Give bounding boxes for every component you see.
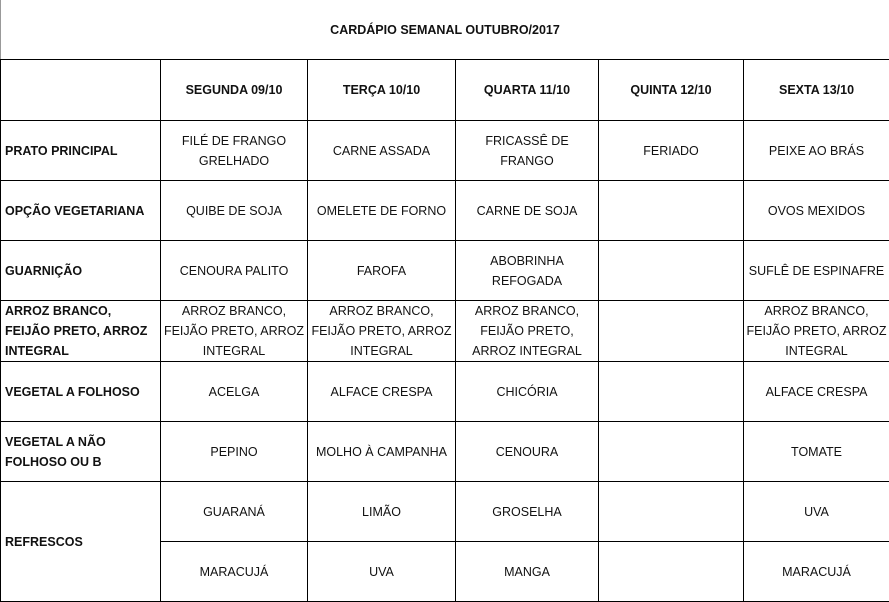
- refresco-row: REFRESCOS GUARANÁ LIMÃO GROSELHA UVA: [0, 481, 889, 602]
- menu-cell: CHICÓRIA: [455, 361, 599, 422]
- menu-cell: ARROZ BRANCO, FEIJÃO PRETO, ARROZ INTEGR…: [742, 300, 889, 362]
- menu-cell: QUIBE DE SOJA: [160, 180, 308, 241]
- day-header: TERÇA 10/10: [307, 59, 456, 121]
- menu-cell: ALFACE CRESPA: [307, 361, 456, 422]
- menu-cell: FILÉ DE FRANGO GRELHADO: [160, 120, 308, 181]
- title-row: CARDÁPIO SEMANAL OUTUBRO/2017: [0, 0, 889, 60]
- menu-cell: MARACUJÁ: [160, 541, 308, 602]
- menu-cell: FRICASSÊ DE FRANGO: [455, 120, 599, 181]
- menu-cell: ARROZ BRANCO, FEIJÃO PRETO, ARROZ INTEGR…: [160, 300, 308, 362]
- menu-cell: [598, 240, 744, 301]
- menu-cell: ACELGA: [160, 361, 308, 422]
- menu-cell: [598, 180, 744, 241]
- day-header: SEGUNDA 09/10: [160, 59, 308, 121]
- menu-cell: PEIXE AO BRÁS: [742, 120, 889, 181]
- header-row: SEGUNDA 09/10 TERÇA 10/10 QUARTA 11/10 Q…: [0, 59, 889, 121]
- menu-cell: LIMÃO: [307, 481, 456, 542]
- menu-cell: GUARANÁ: [160, 481, 308, 542]
- menu-cell: MOLHO À CAMPANHA: [307, 421, 456, 482]
- menu-row: VEGETAL A FOLHOSO ACELGA ALFACE CRESPA CHIC…: [0, 361, 889, 422]
- row-label: ARROZ BRANCO, FEIJÃO PRETO, ARROZ INTEGR…: [0, 300, 161, 362]
- menu-cell: PEPINO: [160, 421, 308, 482]
- menu-cell: CARNE ASSADA: [307, 120, 456, 181]
- row-label: OPÇÃO VEGETARIANA: [0, 180, 161, 241]
- menu-cell: ARROZ BRANCO, FEIJÃO PRETO, ARROZ INTEGR…: [455, 300, 599, 362]
- menu-cell: OMELETE DE FORNO: [307, 180, 456, 241]
- menu-title: CARDÁPIO SEMANAL OUTUBRO/2017: [0, 0, 889, 60]
- menu-cell: [598, 300, 744, 362]
- menu-cell: MANGA: [455, 541, 599, 602]
- day-header: QUARTA 11/10: [455, 59, 599, 121]
- menu-cell: [598, 541, 744, 602]
- row-label: GUARNIÇÃO: [0, 240, 161, 301]
- menu-cell: CARNE DE SOJA: [455, 180, 599, 241]
- row-label: VEGETAL A NÃO FOLHOSO OU B: [0, 421, 161, 482]
- menu-cell: OVOS MEXIDOS: [742, 180, 889, 241]
- menu-cell: CENOURA: [455, 421, 599, 482]
- menu-row: GUARNIÇÃO CENOURA PALITO FAROFA ABOBRINHA R…: [0, 240, 889, 301]
- row-label: PRATO PRINCIPAL: [0, 120, 161, 181]
- menu-row: OPÇÃO VEGETARIANA QUIBE DE SOJA OMELETE DE…: [0, 180, 889, 241]
- menu-cell: UVA: [307, 541, 456, 602]
- day-header: QUINTA 12/10: [598, 59, 744, 121]
- menu-row: ARROZ BRANCO, FEIJÃO PRETO, ARROZ INTEGR…: [0, 300, 889, 362]
- menu-cell: SUFLÊ DE ESPINAFRE: [742, 240, 889, 301]
- menu-cell: [598, 481, 744, 542]
- menu-cell: UVA: [742, 481, 889, 542]
- row-label: REFRESCOS: [0, 481, 161, 602]
- corner-cell: [0, 59, 161, 121]
- menu-cell: FERIADO: [598, 120, 744, 181]
- menu-cell: GROSELHA: [455, 481, 599, 542]
- menu-row: VEGETAL A NÃO FOLHOSO OU B PEPINO MOLHO À …: [0, 421, 889, 482]
- menu-row: PRATO PRINCIPAL FILÉ DE FRANGO GRELHADO CA…: [0, 120, 889, 181]
- menu-cell: CENOURA PALITO: [160, 240, 308, 301]
- menu-cell: TOMATE: [742, 421, 889, 482]
- menu-cell: ALFACE CRESPA: [742, 361, 889, 422]
- menu-cell: [598, 361, 744, 422]
- menu-cell: [598, 421, 744, 482]
- row-label: VEGETAL A FOLHOSO: [0, 361, 161, 422]
- menu-cell: MARACUJÁ: [742, 541, 889, 602]
- day-header: SEXTA 13/10: [742, 59, 889, 121]
- menu-cell: ABOBRINHA REFOGADA: [455, 240, 599, 301]
- menu-cell: FAROFA: [307, 240, 456, 301]
- menu-cell: ARROZ BRANCO, FEIJÃO PRETO, ARROZ INTEGR…: [307, 300, 456, 362]
